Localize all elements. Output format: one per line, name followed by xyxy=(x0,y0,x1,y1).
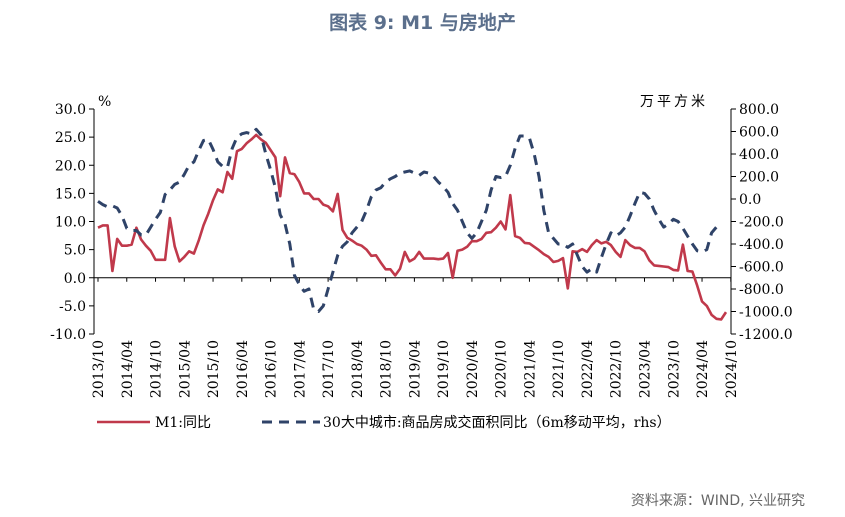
left-tick-label: 0.0 xyxy=(64,271,86,287)
left-unit-label: % xyxy=(98,94,111,110)
right-tick-label: -600.0 xyxy=(739,260,784,276)
left-tick-label: 5.0 xyxy=(64,243,86,259)
x-tick-label: 2022/04 xyxy=(580,340,596,398)
right-tick-label: 600.0 xyxy=(739,125,779,141)
right-tick-label: 400.0 xyxy=(739,147,779,163)
legend-housing-label: 30大中城市:商品房成交面积同比（6m移动平均，rhs） xyxy=(323,414,671,431)
left-tick-label: 20.0 xyxy=(55,158,86,174)
housing-sales-line xyxy=(97,127,718,313)
x-tick-label: 2024/10 xyxy=(724,340,740,398)
right-tick-label: -1200.0 xyxy=(739,327,793,343)
right-tick-label: 800.0 xyxy=(739,102,779,118)
x-tick-label: 2017/10 xyxy=(321,340,337,398)
x-tick-label: 2021/04 xyxy=(522,340,538,398)
right-unit-label: 万平方米 xyxy=(640,94,708,110)
x-tick-label: 2023/04 xyxy=(638,340,654,398)
chart-title: 图表 9: M1 与房地产 xyxy=(329,12,516,34)
x-tick-label: 2019/04 xyxy=(407,340,423,398)
right-tick-label: -200.0 xyxy=(739,215,784,231)
x-tick-label: 2014/04 xyxy=(120,340,136,398)
right-tick-label: -400.0 xyxy=(739,237,784,253)
left-tick-label: 15.0 xyxy=(55,186,86,202)
right-tick-label: 0.0 xyxy=(739,192,761,208)
x-tick-label: 2020/10 xyxy=(494,340,510,398)
m1-yoy-line xyxy=(97,133,728,321)
x-tick-label: 2023/10 xyxy=(666,340,682,398)
left-tick-label: 10.0 xyxy=(55,215,86,231)
x-tick-label: 2017/04 xyxy=(292,340,308,398)
x-tick-label: 2018/10 xyxy=(379,340,395,398)
x-tick-label: 2020/04 xyxy=(465,340,481,398)
source-note: 资料来源：WIND, 兴业研究 xyxy=(630,493,805,509)
legend-m1-label: M1:同比 xyxy=(155,415,211,431)
x-tick-label: 2016/10 xyxy=(264,340,280,398)
right-tick-label: -800.0 xyxy=(739,282,784,298)
right-tick-label: -1000.0 xyxy=(739,305,793,321)
left-tick-label: -5.0 xyxy=(59,299,86,315)
x-tick-label: 2022/10 xyxy=(609,340,625,398)
x-tick-label: 2015/04 xyxy=(177,340,193,398)
x-tick-label: 2013/10 xyxy=(91,340,107,398)
left-tick-label: -10.0 xyxy=(50,327,86,343)
x-tick-label: 2016/04 xyxy=(235,340,251,398)
x-tick-label: 2018/04 xyxy=(350,340,366,398)
right-tick-label: 200.0 xyxy=(739,170,779,186)
x-tick-label: 2021/10 xyxy=(551,340,567,398)
left-tick-label: 30.0 xyxy=(55,102,86,118)
x-tick-label: 2015/10 xyxy=(206,340,222,398)
x-tick-label: 2014/10 xyxy=(149,340,165,398)
left-tick-label: 25.0 xyxy=(55,130,86,146)
x-tick-label: 2019/10 xyxy=(436,340,452,398)
x-tick-label: 2024/04 xyxy=(695,340,711,398)
